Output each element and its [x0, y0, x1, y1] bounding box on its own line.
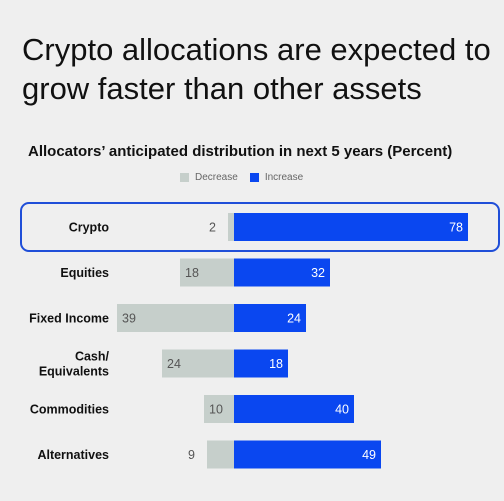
chart-title: Allocators’ anticipated distribution in …: [28, 143, 453, 160]
legend-entry-decrease: Decrease: [180, 172, 238, 183]
value-label-decrease-equities: 18: [185, 266, 199, 280]
value-label-increase-fixed-income: 24: [287, 312, 301, 326]
category-label-alternatives: Alternatives: [37, 448, 109, 462]
category-label-crypto: Crypto: [69, 221, 110, 235]
value-label-decrease-commodities: 10: [209, 403, 223, 417]
value-label-increase-commodities: 40: [335, 403, 349, 417]
bar-increase-alternatives: [234, 440, 381, 469]
legend-label-decrease: Decrease: [195, 172, 238, 183]
bar-decrease-commodities: [204, 395, 234, 423]
bar-decrease-cash-equivalents: [162, 349, 234, 378]
bar-decrease-crypto: [228, 213, 234, 241]
category-label-cash-equivalents: Cash/Equivalents: [39, 350, 110, 379]
bar-increase-commodities: [234, 395, 354, 423]
bar-increase-crypto: [234, 213, 468, 241]
value-label-increase-cash-equivalents: 18: [269, 357, 283, 371]
legend-label-increase: Increase: [264, 172, 304, 183]
bar-decrease-fixed-income: [117, 304, 234, 332]
value-label-decrease-fixed-income: 39: [122, 312, 136, 326]
bar-increase-fixed-income: [234, 304, 306, 332]
legend-entry-increase: Increase: [249, 172, 304, 183]
bar-increase-equities: [234, 258, 330, 287]
value-label-increase-alternatives: 49: [362, 448, 376, 462]
legend-swatch-decrease: [180, 173, 189, 182]
bar-decrease-equities: [180, 258, 234, 287]
value-label-decrease-alternatives: 9: [188, 448, 195, 462]
category-label-commodities: Commodities: [30, 403, 109, 417]
value-label-decrease-crypto: 2: [209, 221, 216, 235]
chart-headline: Crypto allocations are expected to grow …: [22, 32, 491, 106]
category-label-equities: Equities: [60, 266, 109, 280]
value-label-increase-crypto: 78: [449, 221, 463, 235]
bar-decrease-alternatives: [207, 440, 234, 469]
category-label-fixed-income: Fixed Income: [29, 312, 109, 326]
bar-increase-cash-equivalents: [234, 349, 288, 378]
chart-legend: Decrease Increase: [180, 172, 315, 183]
legend-swatch-increase: [249, 173, 259, 182]
value-label-increase-equities: 32: [311, 266, 325, 280]
highlight-box-crypto: [20, 202, 500, 252]
value-label-decrease-cash-equivalents: 24: [167, 357, 181, 371]
